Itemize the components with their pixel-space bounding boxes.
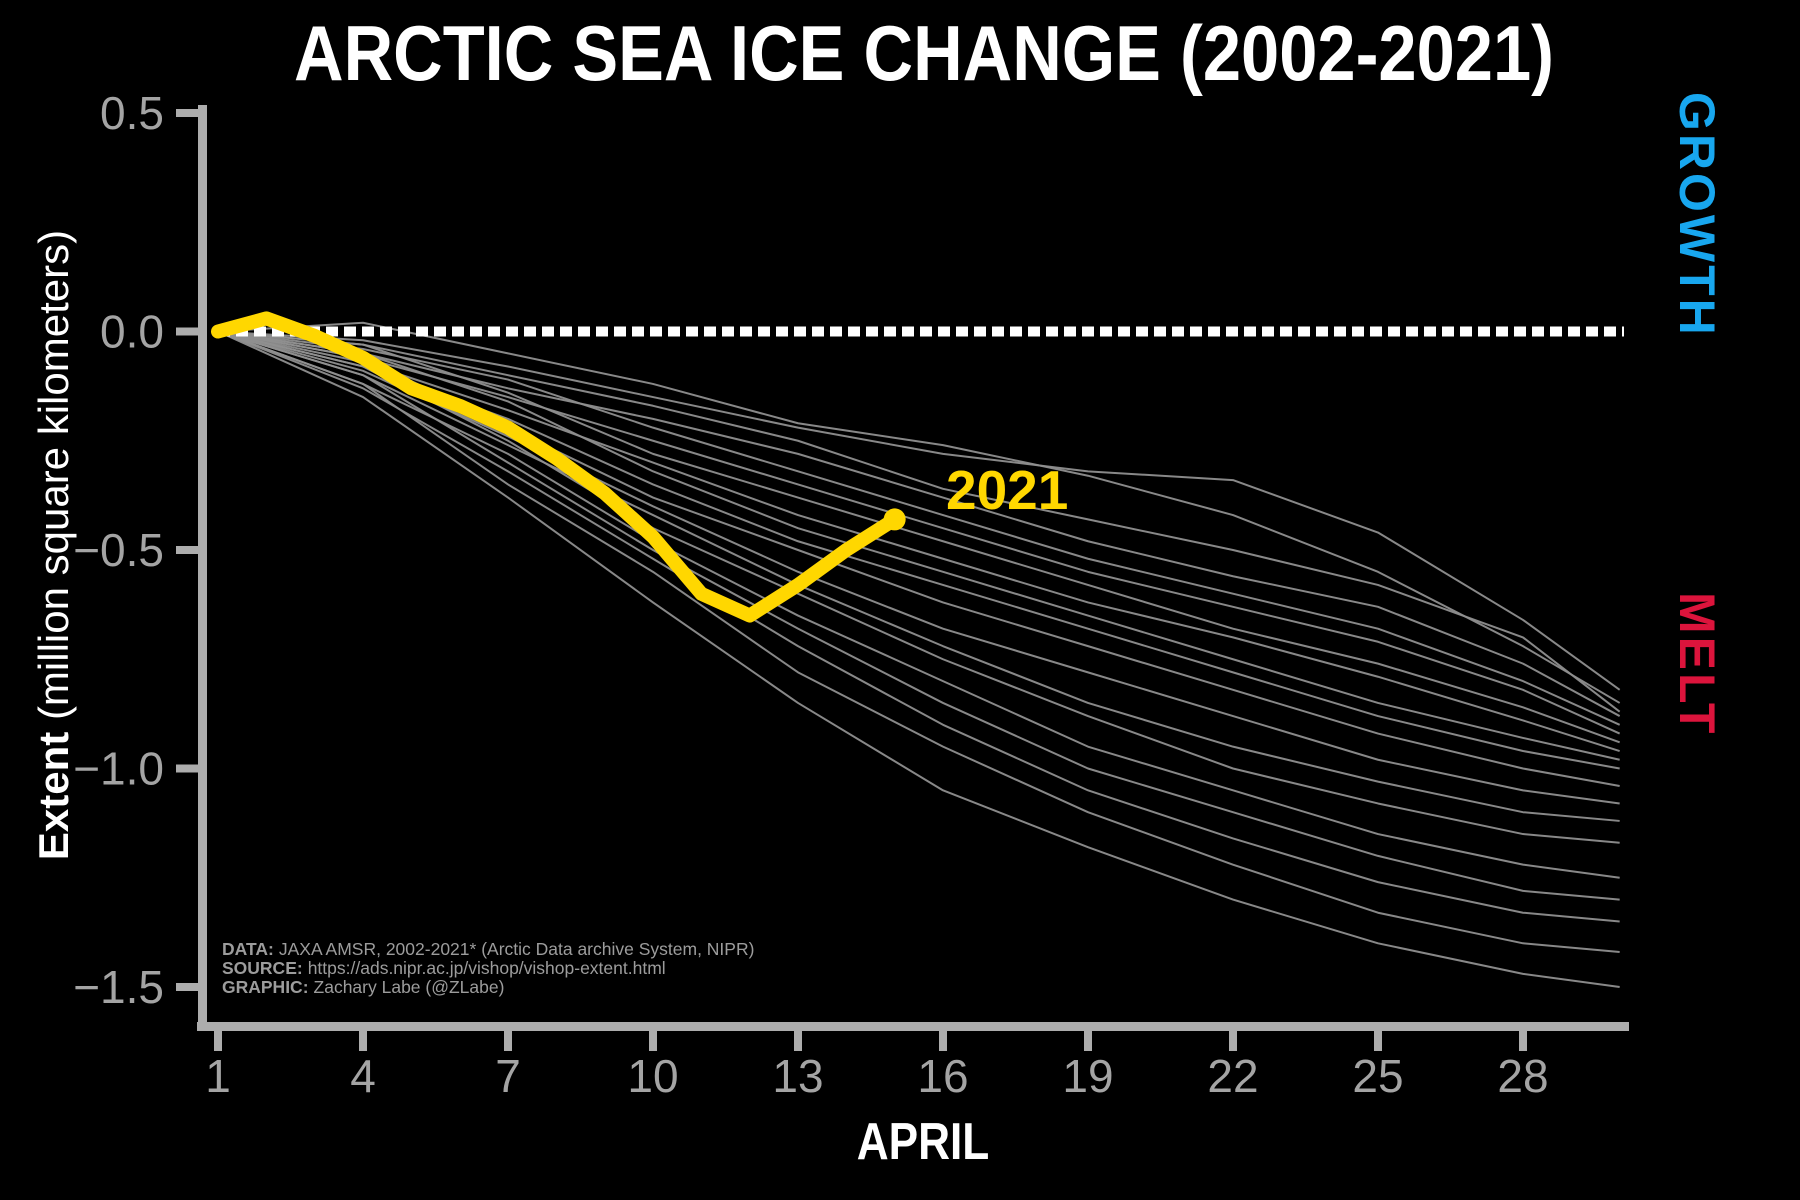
x-tick-label-28: 28 — [1497, 1050, 1548, 1102]
year-line-2018 — [217, 330, 1620, 923]
year-line-2002 — [217, 330, 1621, 691]
x-tick-label-22: 22 — [1207, 1050, 1258, 1102]
year-line-2017 — [217, 330, 1620, 901]
year-line-2015 — [217, 330, 1620, 844]
x-tick-label-16: 16 — [917, 1050, 968, 1102]
y-tick-label--1.5: −1.5 — [73, 961, 164, 1013]
x-axis-title: APRIL — [856, 1113, 990, 1171]
y-tick-label-0.5: 0.5 — [100, 87, 164, 139]
x-tick-label-7: 7 — [495, 1050, 521, 1102]
year-line-2010 — [217, 330, 1620, 761]
credit-data-line: DATA: JAXA AMSR, 2002-2021* (Arctic Data … — [222, 940, 754, 959]
credit-graphic-text: Zachary Labe (@ZLabe) — [313, 977, 505, 997]
x-tick-label-1: 1 — [205, 1050, 231, 1102]
x-tick-label-4: 4 — [350, 1050, 376, 1102]
credit-data-text: JAXA AMSR, 2002-2021* (Arctic Data archi… — [278, 939, 755, 959]
x-tick-label-10: 10 — [627, 1050, 678, 1102]
y-tick-label--0.5: −0.5 — [73, 524, 164, 576]
year-line-2016 — [217, 330, 1620, 879]
y-axis-title-units: (million square kilometers) — [30, 229, 77, 732]
year-line-2013 — [217, 330, 1620, 805]
x-tick-label-13: 13 — [772, 1050, 823, 1102]
year-line-2009 — [217, 330, 1620, 752]
credit-source-line: SOURCE: https://ads.nipr.ac.jp/vishop/vis… — [222, 959, 754, 978]
year-line-2003 — [217, 321, 1621, 704]
year-line-2006 — [217, 330, 1621, 726]
year-line-2019 — [217, 330, 1620, 954]
highlight-endpoint-dot — [883, 508, 906, 531]
year-line-2020 — [217, 330, 1620, 988]
credit-graphic-label: GRAPHIC: — [222, 977, 309, 997]
credit-source-label: SOURCE: — [222, 958, 303, 978]
y-tick-label-0: 0.0 — [100, 306, 164, 358]
credit-data-label: DATA: — [222, 939, 274, 959]
year-line-2007 — [217, 330, 1621, 735]
year-line-2004 — [217, 330, 1621, 713]
melt-label: MELT — [1669, 592, 1725, 737]
chart-title: ARCTIC SEA ICE CHANGE (2002-2021) — [294, 9, 1554, 97]
growth-label: GROWTH — [1669, 92, 1725, 338]
x-tick-label-19: 19 — [1062, 1050, 1113, 1102]
year-line-2008 — [217, 330, 1620, 744]
year-line-2014 — [217, 330, 1620, 822]
x-tick-label-25: 25 — [1352, 1050, 1403, 1102]
series-2021-label: 2021 — [946, 459, 1069, 521]
highlight-line-2021 — [211, 311, 902, 623]
credit-graphic-line: GRAPHIC: Zachary Labe (@ZLabe) — [222, 978, 754, 997]
credits-block: DATA: JAXA AMSR, 2002-2021* (Arctic Data … — [222, 940, 754, 997]
y-axis-title: Extent (million square kilometers) — [30, 230, 78, 860]
y-axis-title-bold: Extent — [30, 731, 77, 861]
credit-source-text: https://ads.nipr.ac.jp/vishop/vishop-ext… — [307, 958, 666, 978]
y-tick-label--1: −1.0 — [73, 743, 164, 795]
